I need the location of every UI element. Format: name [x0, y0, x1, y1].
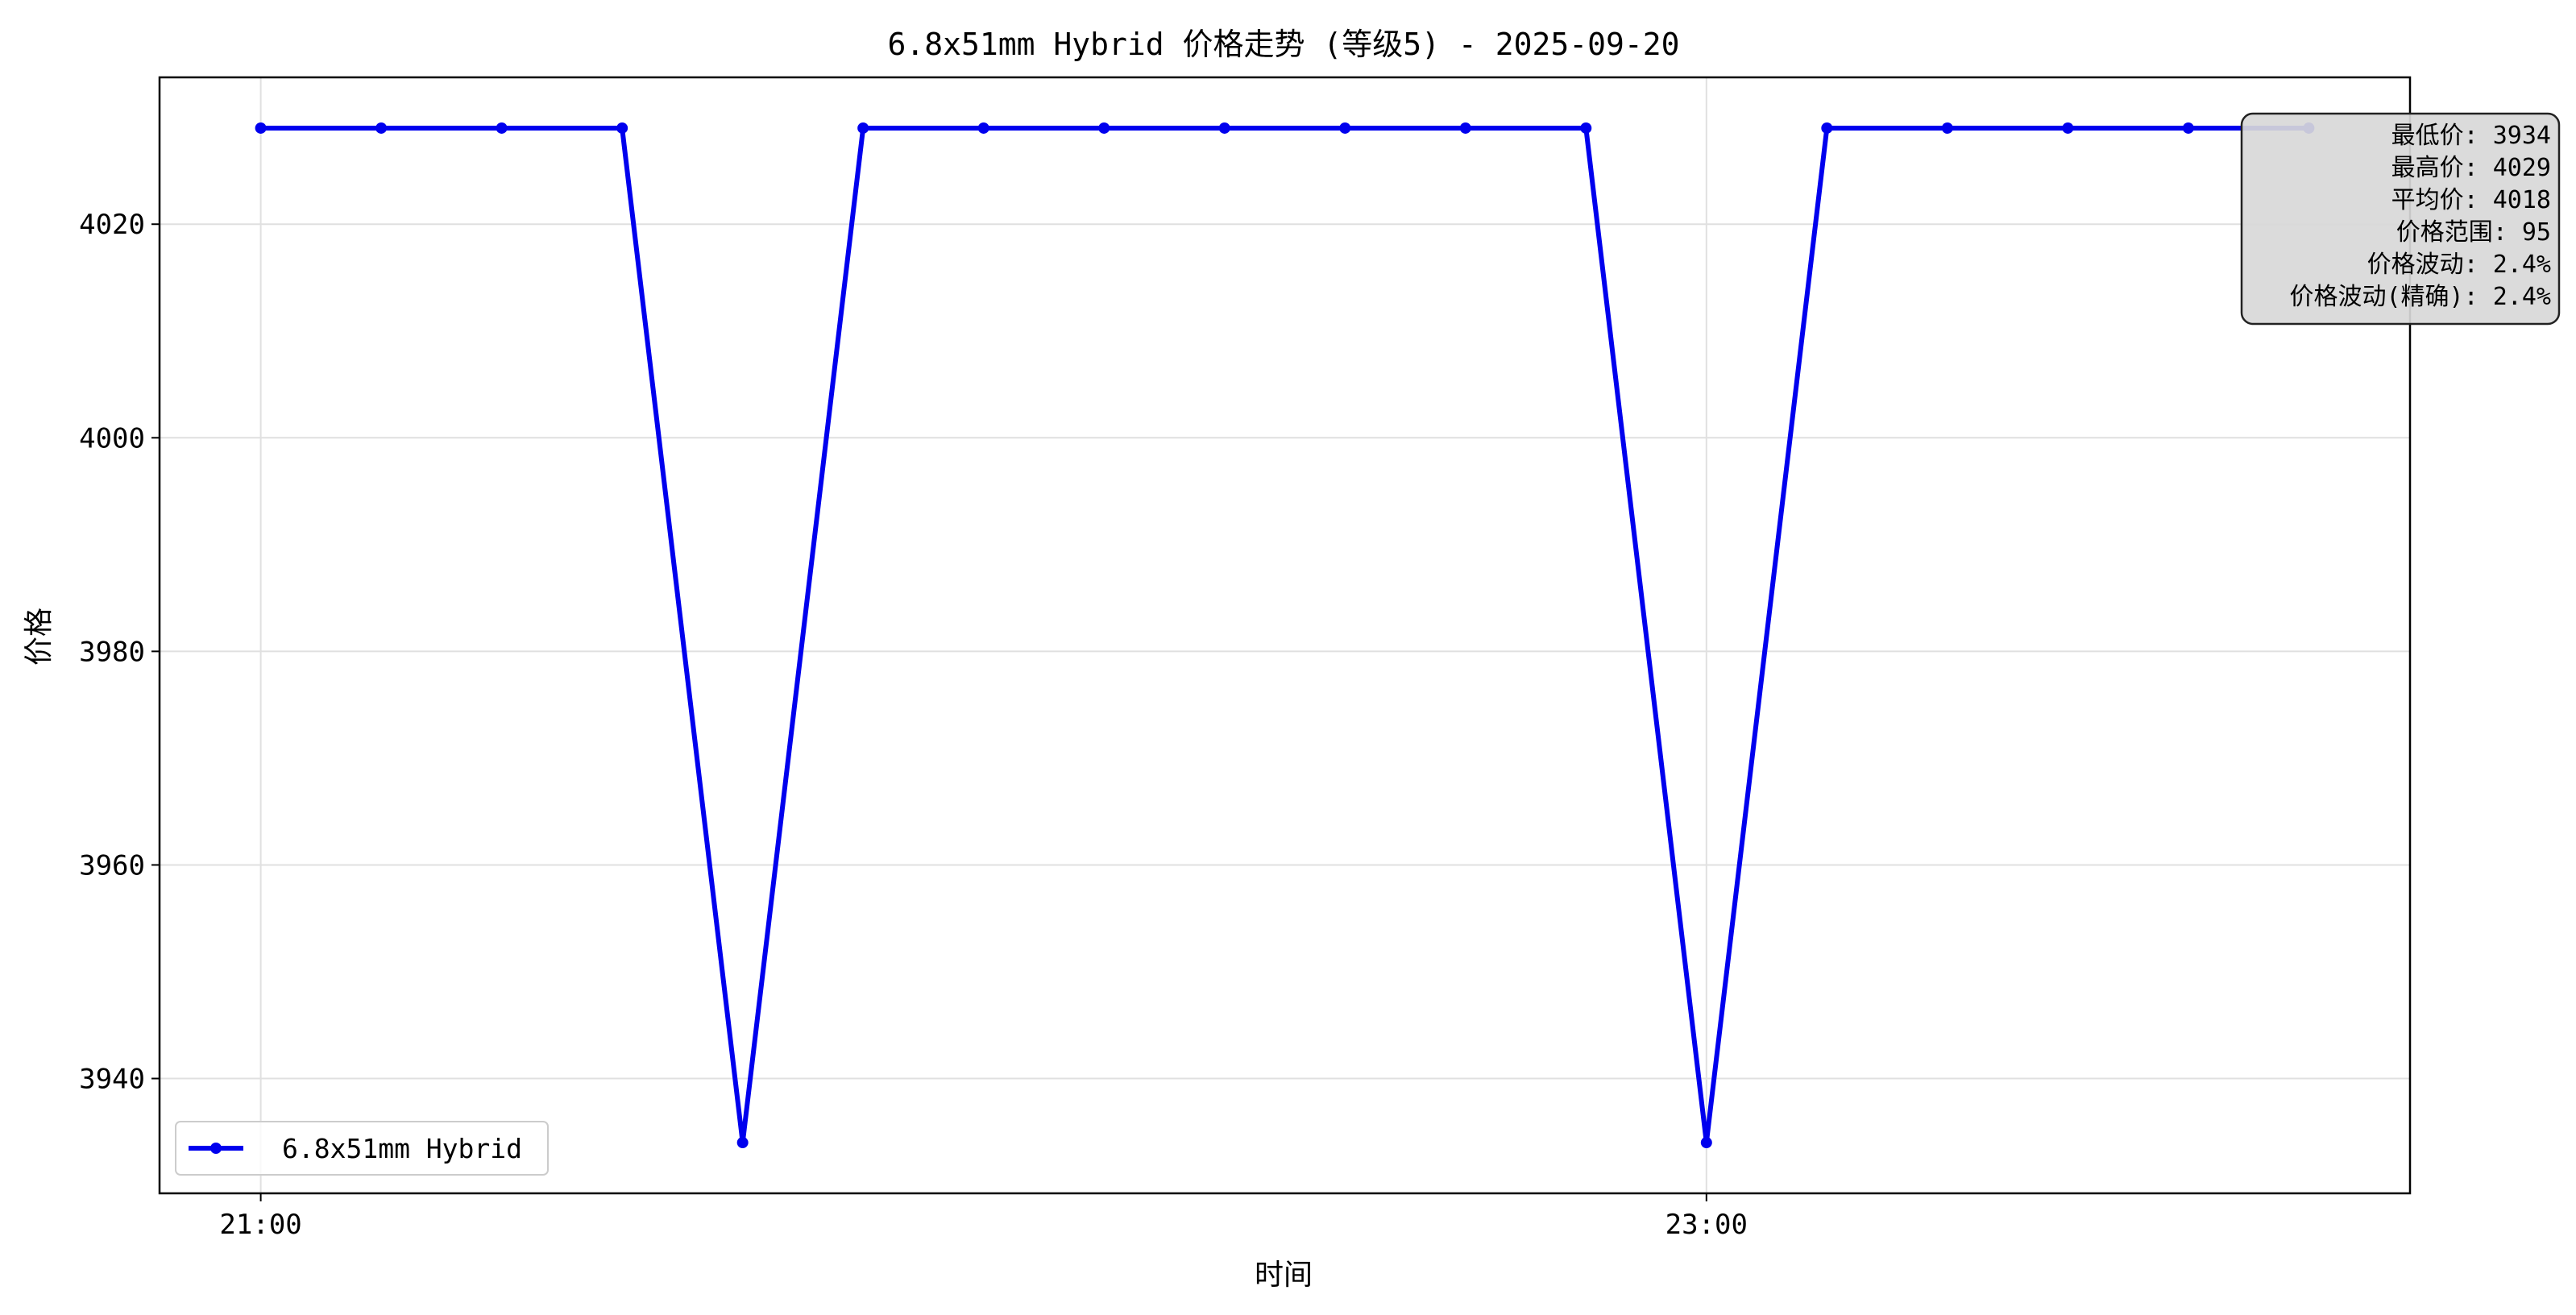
stats-box: 最低价: 3934 最高价: 4029 平均价: 4018 价格范围: 95 价… [2240, 112, 2561, 326]
legend-marker-swatch [210, 1143, 222, 1154]
grid-lines [160, 77, 2410, 1193]
stats-box-background [2240, 112, 2561, 326]
data-point [977, 122, 989, 134]
data-point [736, 1137, 749, 1149]
data-point [857, 122, 869, 134]
data-point [616, 122, 628, 134]
y-tick-label: 3940 [79, 1064, 145, 1096]
stats-line-volatility: 价格波动: 2.4% [2367, 251, 2551, 279]
data-point [2182, 122, 2194, 134]
data-point [496, 122, 508, 134]
stats-line-avg: 平均价: 4018 [2391, 186, 2551, 214]
stats-line-max: 最高价: 4029 [2391, 154, 2551, 182]
x-tick-label: 23:00 [1665, 1209, 1748, 1241]
legend-box [175, 1121, 549, 1176]
data-point [1941, 122, 1953, 134]
data-point [1700, 1137, 1712, 1149]
chart-title: 6.8x51mm Hybrid 价格走势 (等级5) - 2025-09-20 [888, 27, 1680, 62]
data-point [1098, 122, 1110, 134]
y-tick-label: 3980 [79, 636, 145, 668]
y-tick-label: 4020 [79, 209, 145, 241]
stats-line-min: 最低价: 3934 [2391, 122, 2551, 150]
y-axis-label: 价格 [23, 608, 56, 666]
y-tick-label: 3960 [79, 849, 145, 882]
y-tick-label: 4000 [79, 422, 145, 454]
x-tick-label: 21:00 [219, 1209, 301, 1241]
data-point [1218, 122, 1230, 134]
series-line [260, 126, 2309, 1145]
data-point [2062, 122, 2074, 134]
stats-line-range: 价格范围: 95 [2396, 218, 2551, 247]
legend-label: 6.8x51mm Hybrid [282, 1133, 522, 1164]
axis-ticks: 3940 3960 3980 4000 4020 21:00 23:00 [79, 209, 1748, 1241]
data-point [1339, 122, 1351, 134]
data-point [1821, 122, 1833, 134]
data-point [255, 122, 267, 134]
x-axis-label: 时间 [1255, 1259, 1313, 1292]
stats-line-volatility-precise: 价格波动(精确): 2.4% [2290, 283, 2552, 311]
legend: 6.8x51mm Hybrid [175, 1121, 549, 1176]
data-point [375, 122, 388, 134]
data-point [1459, 122, 1471, 134]
plot-frame [158, 76, 2412, 1195]
data-point [1580, 122, 1592, 134]
